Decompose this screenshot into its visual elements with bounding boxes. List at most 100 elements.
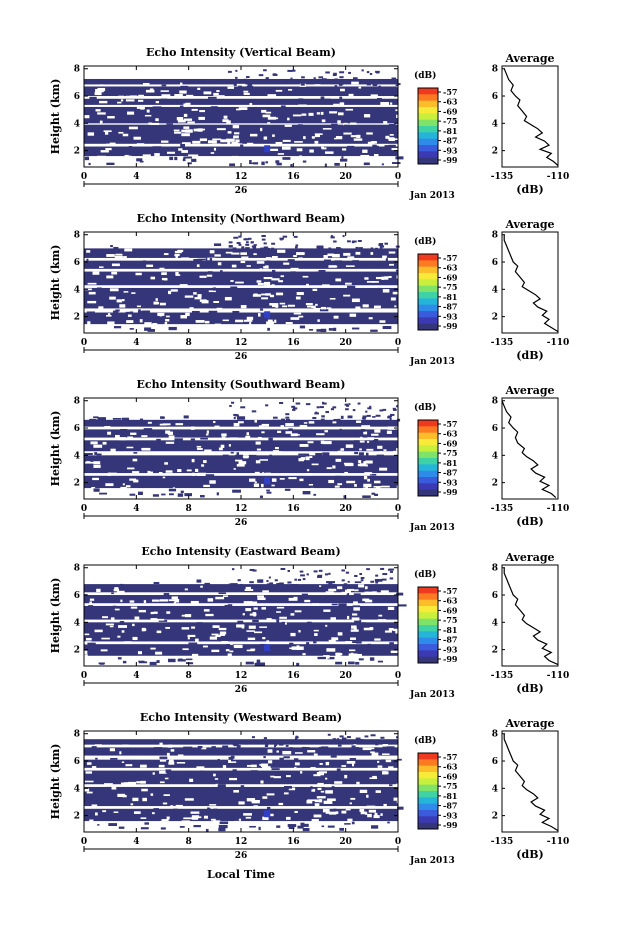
echo-pixel bbox=[266, 793, 275, 796]
echo-pixel bbox=[265, 472, 271, 476]
echo-pixel bbox=[260, 483, 264, 488]
colorbar-tick-label: -63 bbox=[443, 762, 458, 772]
echo-pixel bbox=[229, 163, 235, 167]
echo-pixel bbox=[370, 252, 374, 255]
echo-pixel bbox=[164, 278, 168, 281]
echo-pixel bbox=[142, 797, 147, 802]
echo-pixel bbox=[383, 803, 387, 807]
echo-pixel bbox=[351, 81, 359, 85]
echo-pixel bbox=[307, 750, 316, 753]
echo-pixel bbox=[175, 255, 178, 259]
panel-2: Echo Intensity (Southward Beam)2468Heigh… bbox=[49, 378, 569, 533]
echo-pixel bbox=[327, 253, 334, 257]
echo-pixel bbox=[238, 107, 248, 110]
echo-pixel bbox=[245, 247, 250, 250]
profile-ytick-label: 8 bbox=[492, 231, 498, 241]
echo-pixel bbox=[337, 418, 341, 421]
echo-pixel bbox=[266, 806, 271, 810]
echo-pixel bbox=[208, 290, 216, 293]
echo-pixel bbox=[153, 747, 163, 750]
echo-pixel bbox=[219, 821, 229, 825]
echo-pixel bbox=[156, 630, 162, 634]
echo-marker bbox=[264, 311, 271, 319]
echo-pixel bbox=[332, 421, 337, 424]
echo-pixel bbox=[136, 158, 143, 162]
echo-pixel bbox=[286, 775, 291, 778]
echo-pixel bbox=[325, 71, 330, 74]
echo-pixel bbox=[245, 241, 249, 244]
echo-pixel bbox=[220, 270, 223, 274]
echo-pixel bbox=[185, 658, 193, 661]
echo-pixel bbox=[190, 438, 196, 441]
echo-pixel bbox=[233, 83, 237, 86]
echo-pixel bbox=[106, 786, 112, 790]
echo-pixel bbox=[158, 764, 165, 768]
echo-pixel bbox=[174, 253, 180, 257]
echo-pixel bbox=[353, 607, 360, 611]
echo-pixel bbox=[207, 140, 217, 144]
echo-pixel bbox=[227, 86, 234, 89]
echo-pixel bbox=[261, 472, 265, 475]
echo-band bbox=[84, 440, 398, 452]
echo-pixel bbox=[260, 780, 264, 784]
echo-band bbox=[84, 584, 398, 593]
echo-pixel bbox=[344, 124, 348, 127]
echo-pixel bbox=[287, 117, 290, 121]
echo-pixel bbox=[213, 808, 218, 813]
echo-pixel bbox=[327, 656, 335, 660]
echo-pixel bbox=[237, 579, 241, 582]
colorbar-tick-label: -57 bbox=[443, 253, 457, 263]
echo-pixel bbox=[351, 740, 356, 743]
echo-pixel bbox=[383, 121, 388, 124]
echo-pixel bbox=[361, 417, 366, 419]
echo-pixel bbox=[221, 641, 228, 644]
echo-pixel bbox=[125, 99, 135, 102]
echo-pixel bbox=[388, 766, 394, 769]
profile-xtick-label: -135 bbox=[491, 837, 514, 847]
echo-pixel bbox=[122, 660, 127, 664]
echo-pixel bbox=[326, 581, 336, 584]
profile-ytick-label: 4 bbox=[492, 451, 498, 461]
echo-band bbox=[84, 759, 398, 768]
echo-pixel bbox=[285, 322, 293, 325]
echo-pixel bbox=[318, 270, 326, 272]
echo-pixel bbox=[177, 119, 186, 123]
echo-pixel bbox=[240, 260, 246, 264]
echo-pixel bbox=[362, 419, 366, 423]
echo-pixel bbox=[150, 618, 158, 622]
echo-pixel bbox=[155, 118, 159, 122]
colorbar-tick-label: -69 bbox=[443, 106, 458, 116]
panel-3: Echo Intensity (Eastward Beam)2468Height… bbox=[49, 545, 569, 700]
echo-band bbox=[84, 644, 398, 656]
echo-pixel bbox=[108, 472, 118, 475]
echo-pixel bbox=[87, 300, 97, 304]
echo-pixel bbox=[324, 98, 331, 102]
echo-pixel bbox=[219, 632, 226, 636]
echo-pixel bbox=[359, 808, 365, 813]
echo-pixel bbox=[396, 405, 399, 408]
echo-pixel bbox=[366, 794, 369, 798]
echo-pixel bbox=[196, 264, 200, 268]
echo-marker bbox=[264, 810, 271, 818]
echo-pixel bbox=[263, 737, 268, 740]
echo-pixel bbox=[268, 437, 273, 441]
echo-pixel bbox=[265, 111, 272, 114]
echo-pixel bbox=[372, 416, 376, 418]
echo-pixel bbox=[271, 278, 280, 281]
echo-marker bbox=[264, 477, 271, 485]
echo-pixel bbox=[120, 99, 124, 102]
echo-pixel bbox=[386, 430, 392, 434]
echo-pixel bbox=[313, 77, 316, 80]
echo-pixel bbox=[159, 599, 168, 602]
echo-pixel bbox=[146, 264, 154, 267]
echo-pixel bbox=[229, 650, 234, 653]
echo-pixel bbox=[302, 578, 306, 581]
ytick-label: 8 bbox=[74, 231, 80, 241]
echo-pixel bbox=[341, 765, 347, 767]
echo-pixel bbox=[227, 131, 232, 134]
echo-pixel bbox=[260, 643, 266, 647]
echo-pixel bbox=[306, 621, 312, 625]
echo-pixel bbox=[167, 658, 176, 663]
echo-pixel bbox=[284, 124, 292, 127]
echo-pixel bbox=[345, 444, 354, 448]
